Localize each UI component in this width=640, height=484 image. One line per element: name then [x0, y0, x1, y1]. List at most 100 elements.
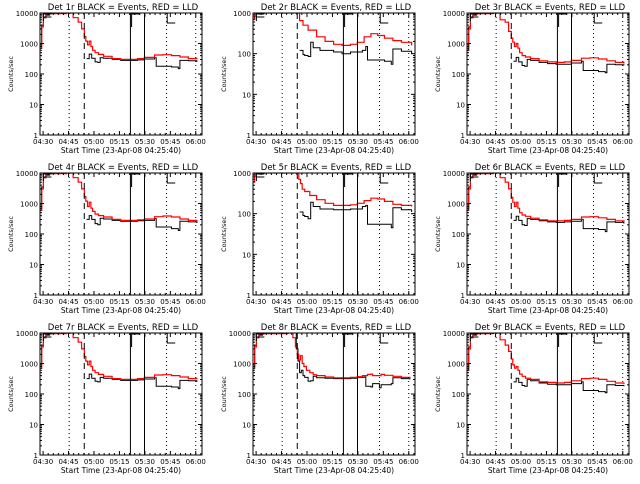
series-line-lld	[467, 173, 625, 222]
marker-bracket	[344, 333, 353, 347]
x-tick-label: 05:15	[109, 298, 129, 306]
series-line-lld	[253, 333, 411, 379]
x-tick-label: 05:15	[536, 458, 556, 466]
y-tick-label: 1000	[233, 361, 251, 369]
marker-bracket	[255, 13, 265, 21]
x-tick-label: 05:45	[587, 138, 607, 146]
y-axis-label: Counts/sec	[434, 376, 442, 412]
x-tick-label: 05:30	[562, 298, 582, 306]
x-axis-label: Start Time (23-Apr-08 04:25:40)	[274, 306, 394, 315]
series-line-events	[513, 56, 625, 74]
y-tick-label: 10000	[16, 330, 38, 338]
plot-frame	[39, 172, 203, 296]
plot-frame	[252, 332, 416, 456]
y-axis-label: Counts/sec	[220, 56, 228, 92]
series-line-lld	[40, 333, 198, 380]
chart-title: Det 7r BLACK = Events, RED = LLD	[48, 323, 199, 333]
y-tick-label: 10000	[229, 330, 251, 338]
marker-f	[344, 173, 353, 187]
y-tick-label: 100	[25, 71, 38, 79]
x-tick-label: 06:00	[399, 298, 419, 306]
x-tick-label: 06:00	[613, 138, 633, 146]
series-line-events	[299, 41, 413, 65]
series-line-events	[86, 215, 198, 231]
y-tick-label: 10	[456, 422, 465, 430]
chart-title: Det 8r BLACK = Events, RED = LLD	[261, 323, 412, 333]
x-tick-label: 05:45	[160, 298, 180, 306]
series-line-lld	[467, 13, 625, 64]
series-group	[40, 333, 198, 390]
y-tick-label: 1	[34, 292, 38, 300]
y-tick-label: 10000	[443, 330, 465, 338]
y-tick-label: 1	[461, 452, 465, 460]
y-axis-label: Counts/sec	[434, 216, 442, 252]
y-tick-label: 1000	[20, 41, 38, 49]
marker-bracket	[558, 333, 567, 347]
y-tick-label: 100	[452, 231, 465, 239]
x-tick-label: 06:00	[186, 298, 206, 306]
series-group	[467, 13, 625, 74]
x-tick-label: 04:45	[58, 298, 78, 306]
x-axis-label: Start Time (23-Apr-08 04:25:40)	[61, 466, 181, 475]
y-tick-label: 1000	[233, 170, 251, 178]
x-tick-label: 05:30	[135, 298, 155, 306]
y-axis-label: Counts/sec	[7, 216, 15, 252]
chart-panel-det-5r: Det 5r BLACK = Events, RED = LLD 1 10 100 10…	[220, 163, 419, 315]
x-tick-label: 05:15	[109, 458, 129, 466]
series-line-events	[86, 53, 198, 70]
x-tick-label: 05:45	[373, 458, 393, 466]
x-tick-label: 04:30	[33, 138, 53, 146]
marker-f	[344, 333, 353, 347]
series-line-lld	[253, 173, 413, 207]
x-tick-label: 05:00	[84, 458, 104, 466]
x-axis-label: Start Time (23-Apr-08 04:25:40)	[488, 306, 608, 315]
plot-frame	[252, 12, 416, 136]
x-tick-label: 04:30	[246, 458, 266, 466]
x-tick-label: 04:30	[33, 298, 53, 306]
x-axis-label: Start Time (23-Apr-08 04:25:40)	[274, 466, 394, 475]
y-axis-label: Counts/sec	[7, 376, 15, 412]
chart-title: Det 3r BLACK = Events, RED = LLD	[475, 3, 626, 13]
x-tick-label: 04:30	[460, 138, 480, 146]
series-group	[40, 173, 198, 231]
chart-panel-det-3r: Det 3r BLACK = Events, RED = LLD 1 10 100 10…	[434, 3, 633, 155]
x-axis-label: Start Time (23-Apr-08 04:25:40)	[61, 306, 181, 315]
y-tick-label: 100	[238, 391, 251, 399]
y-tick-label: 1000	[233, 10, 251, 18]
x-tick-label: 05:15	[322, 298, 342, 306]
x-tick-label: 05:00	[511, 458, 531, 466]
y-tick-label: 1	[461, 292, 465, 300]
x-tick-label: 06:00	[399, 138, 419, 146]
x-tick-label: 05:15	[109, 138, 129, 146]
chart-panel-det-2r: Det 2r BLACK = Events, RED = LLD 1 10 100 10…	[220, 3, 419, 155]
x-axis-label: Start Time (23-Apr-08 04:25:40)	[488, 146, 608, 155]
series-group	[253, 173, 413, 229]
plot-frame	[466, 332, 630, 456]
marker-bracket	[255, 173, 265, 181]
x-tick-label: 04:45	[58, 458, 78, 466]
y-tick-label: 100	[25, 231, 38, 239]
y-tick-label: 10	[242, 422, 251, 430]
plot-frame	[466, 12, 630, 136]
marker-f	[131, 13, 140, 27]
x-tick-label: 05:00	[84, 138, 104, 146]
x-tick-label: 04:45	[485, 458, 505, 466]
y-tick-label: 10	[242, 91, 251, 99]
marker-bracket	[344, 13, 353, 27]
x-tick-label: 05:00	[297, 458, 317, 466]
x-tick-label: 05:45	[160, 138, 180, 146]
x-tick-label: 04:45	[271, 458, 291, 466]
x-tick-label: 04:30	[460, 298, 480, 306]
x-tick-label: 05:30	[348, 458, 368, 466]
x-tick-label: 06:00	[186, 458, 206, 466]
x-tick-label: 05:15	[322, 458, 342, 466]
chart-panel-det-6r: Det 6r BLACK = Events, RED = LLD 1 10 100 10…	[434, 163, 633, 315]
marker-f	[558, 173, 567, 187]
y-tick-label: 100	[25, 391, 38, 399]
y-tick-label: 1	[247, 132, 251, 140]
series-line-lld	[40, 173, 198, 222]
x-tick-label: 04:45	[58, 138, 78, 146]
plot-frame	[39, 332, 203, 456]
